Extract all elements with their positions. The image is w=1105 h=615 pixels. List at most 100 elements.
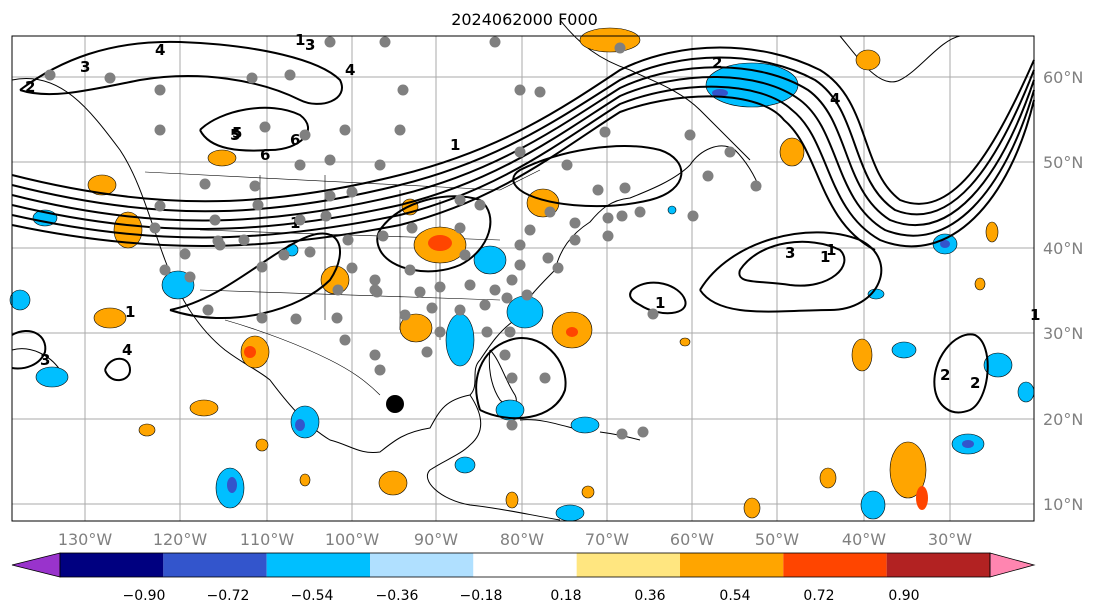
station-dot: [750, 180, 762, 192]
station-dot: [634, 206, 646, 218]
station-dot: [454, 304, 466, 316]
cb-tick-2: −0.54: [291, 588, 334, 604]
station-dot: [504, 326, 516, 338]
station-dot: [702, 170, 714, 182]
station-dot: [539, 372, 551, 384]
station-dot: [256, 261, 268, 273]
station-dot: [374, 364, 386, 376]
station-dot: [214, 239, 226, 251]
cb-tick-0: −0.90: [123, 588, 166, 604]
colorbar-ticks: −0.90 −0.72 −0.54 −0.36 −0.18 0.18 0.36 …: [123, 588, 920, 604]
lon-label-50w: 50°W: [755, 530, 799, 549]
station-dot: [104, 72, 116, 84]
cb-tick-1: −0.72: [207, 588, 250, 604]
station-dot: [44, 69, 56, 81]
longitude-axis: 130°W 120°W 110°W 100°W 90°W 80°W 70°W 6…: [58, 530, 972, 549]
station-dot: [687, 210, 699, 222]
lon-label-120w: 120°W: [153, 530, 208, 549]
station-dot: [252, 199, 264, 211]
map-frame: [11, 35, 1035, 522]
station-dot: [332, 284, 344, 296]
station-dot: [331, 312, 343, 324]
lon-label-90w: 90°W: [414, 530, 458, 549]
lon-label-40w: 40°W: [842, 530, 886, 549]
contour-label: 2: [940, 366, 950, 384]
station-dot: [514, 239, 526, 251]
station-dot: [294, 214, 306, 226]
station-dot: [202, 304, 214, 316]
contour-label: 1: [450, 136, 460, 154]
station-dot: [602, 230, 614, 242]
contour-label: 6: [260, 146, 270, 164]
contour-label: 4: [155, 41, 165, 59]
strong-negative-anomaly-fills: [227, 89, 974, 493]
station-dot: [724, 146, 736, 158]
station-dot: [324, 190, 336, 202]
station-dot: [489, 36, 501, 48]
lon-label-110w: 110°W: [240, 530, 295, 549]
contour-label: 1: [1030, 306, 1040, 324]
station-dot: [514, 146, 526, 158]
station-dot: [346, 186, 358, 198]
lon-label-130w: 130°W: [58, 530, 113, 549]
colorbar-segment: [163, 553, 267, 577]
contour-label: 3: [785, 244, 795, 262]
station-dot: [434, 326, 446, 338]
station-dot: [421, 346, 433, 358]
contour-label: 2: [25, 78, 35, 96]
contour-label: 6: [290, 131, 300, 149]
station-dot: [454, 222, 466, 234]
station-dot: [379, 36, 391, 48]
station-dot: [479, 299, 491, 311]
lon-label-30w: 30°W: [928, 530, 972, 549]
station-dot: [506, 372, 518, 384]
lat-label-20n: 20°N: [1043, 410, 1083, 429]
station-dot: [278, 249, 290, 261]
cb-tick-7: 0.54: [719, 588, 750, 604]
contour-label: 1: [290, 214, 300, 232]
storm-center-marker: [386, 395, 404, 413]
station-dot: [346, 262, 358, 274]
station-dot: [602, 212, 614, 224]
lat-label-40n: 40°N: [1043, 239, 1083, 258]
station-dot: [154, 124, 166, 136]
contour-label: 1: [295, 31, 305, 49]
station-dot: [684, 129, 696, 141]
contour-label: 5: [230, 126, 240, 144]
lat-label-30n: 30°N: [1043, 324, 1083, 343]
station-dot: [506, 419, 518, 431]
station-dot: [404, 264, 416, 276]
station-dot: [434, 281, 446, 293]
colorbar-segment: [576, 553, 680, 577]
contour-label: 4: [830, 90, 840, 108]
station-dot: [569, 217, 581, 229]
station-dot: [569, 234, 581, 246]
station-dot: [454, 194, 466, 206]
contour-label: 5: [232, 124, 242, 142]
station-dot: [324, 154, 336, 166]
station-dot: [149, 222, 161, 234]
station-dot: [294, 159, 306, 171]
map-title: 2024062000 F000: [451, 10, 598, 29]
colorbar-segment: [886, 553, 990, 577]
station-dot: [501, 292, 513, 304]
station-dot: [619, 182, 631, 194]
colorbar-segment: [266, 553, 370, 577]
station-dot: [290, 313, 302, 325]
station-dot: [238, 234, 250, 246]
contour-label: 3: [40, 351, 50, 369]
station-dot: [524, 224, 536, 236]
negative-anomaly-fills: [9, 62, 1035, 522]
colorbar-segment: [60, 553, 164, 577]
station-dot: [406, 222, 418, 234]
cb-tick-3: −0.36: [376, 588, 419, 604]
contour-label: 3: [80, 58, 90, 76]
station-dot: [209, 214, 221, 226]
station-dot: [324, 36, 336, 48]
station-dot: [259, 121, 271, 133]
station-dot: [339, 334, 351, 346]
colorbar-extend-max: [989, 552, 1036, 578]
lon-label-70w: 70°W: [585, 530, 629, 549]
station-dot: [374, 159, 386, 171]
